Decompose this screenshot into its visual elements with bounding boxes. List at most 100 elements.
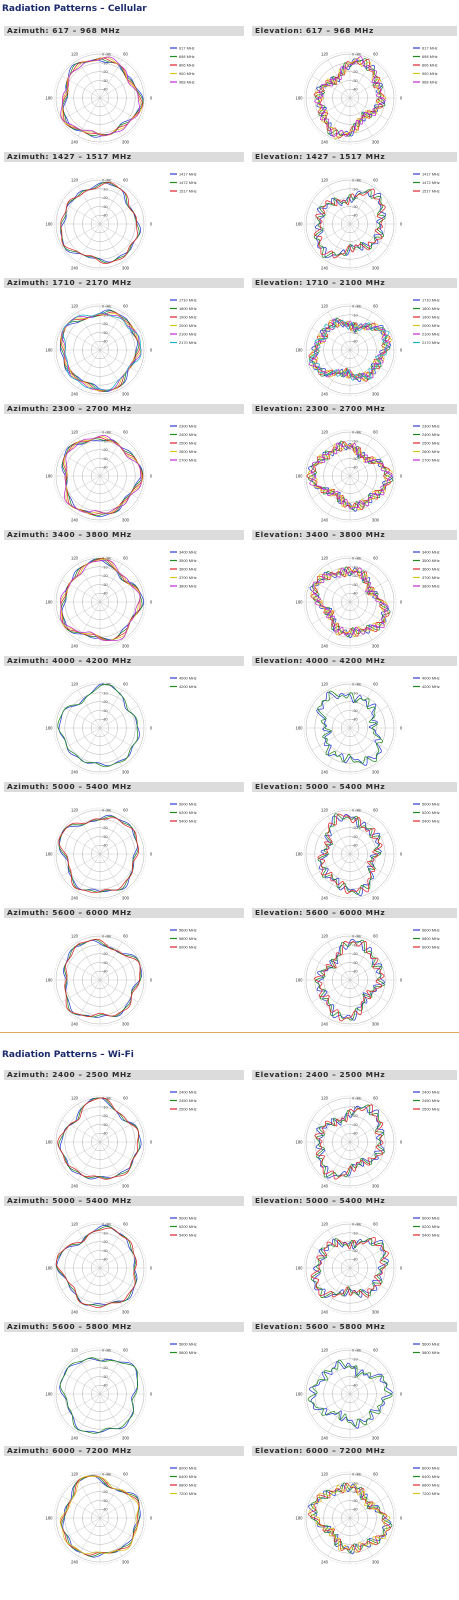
grid-spoke — [349, 1393, 389, 1417]
series-group — [63, 938, 143, 1018]
ring-tick-label: 0 dBi — [352, 556, 361, 561]
grid-spoke — [327, 1355, 351, 1395]
grid-spoke — [77, 815, 101, 855]
grid-spoke — [349, 453, 389, 477]
series-group — [57, 1097, 142, 1180]
ring-tick-label: -20 — [102, 825, 109, 830]
angle-tick-label: 180 — [296, 1140, 304, 1145]
chart-title: Azimuth: 3400 – 3800 MHz — [4, 530, 244, 540]
grid-spoke — [99, 957, 139, 981]
legend-label: 2100 MHz — [422, 331, 440, 336]
grid-spoke — [311, 979, 351, 1003]
grid-spoke — [349, 957, 389, 981]
angle-tick-label: 0 — [150, 96, 153, 101]
chart-panel: Azimuth: 617 – 968 MHz 120 60 180 0 240 300 0 d… — [2, 26, 244, 152]
angle-tick-label: 120 — [321, 555, 329, 560]
outer-ring — [53, 51, 147, 145]
grid-spoke — [349, 1517, 373, 1557]
grid-spoke — [99, 727, 123, 767]
grid-spoke — [327, 1267, 351, 1307]
series-group — [58, 814, 139, 894]
grid-spoke — [311, 75, 351, 99]
grid-spoke — [77, 1517, 101, 1557]
ring-tick-label: -20 — [352, 1113, 359, 1118]
angle-tick-label: 120 — [321, 807, 329, 812]
grid-spoke — [327, 979, 351, 1019]
angle-tick-label: 300 — [122, 518, 130, 523]
ring-tick-label: -10 — [352, 312, 359, 317]
grid-spoke — [61, 201, 101, 225]
ring-tick-label: -20 — [352, 69, 359, 74]
outer-ring — [303, 177, 397, 271]
ring-tick-label: 0 dBi — [102, 304, 111, 309]
outer-ring — [53, 555, 147, 649]
angle-tick-label: 120 — [321, 1221, 329, 1226]
angle-tick-label: 300 — [372, 518, 380, 523]
series-line-2500-mhz — [314, 1104, 384, 1180]
angle-tick-label: 300 — [372, 1022, 380, 1027]
angle-tick-label: 240 — [321, 140, 329, 145]
grid-spoke — [61, 1141, 101, 1165]
ring-tick-label: -20 — [352, 195, 359, 200]
angle-tick-label: 60 — [373, 1347, 378, 1352]
chart-panel: Elevation: 4000 – 4200 MHz 120 60 180 0 240 30… — [250, 656, 459, 782]
series-line-5400-mhz — [58, 817, 139, 894]
outer-ring — [303, 807, 397, 901]
grid-spoke — [349, 853, 389, 877]
angle-tick-label: 240 — [71, 266, 79, 271]
ring-tick-label: -20 — [102, 447, 109, 452]
angle-tick-label: 180 — [296, 978, 304, 983]
grid-spoke — [311, 223, 351, 247]
series-line-6800-mhz — [308, 1482, 391, 1553]
angle-tick-label: 240 — [71, 770, 79, 775]
angle-tick-label: 300 — [122, 1560, 130, 1565]
legend-label: 2450 MHz — [422, 1098, 440, 1103]
angle-tick-label: 180 — [46, 1266, 54, 1271]
angle-tick-label: 0 — [150, 1516, 153, 1521]
outer-ring — [53, 1095, 147, 1189]
legend-label: 2600 MHz — [179, 449, 197, 454]
grid-spoke — [61, 1517, 101, 1541]
ring-tick-label: 0 dBi — [352, 52, 361, 57]
outer-ring — [303, 1221, 397, 1315]
chart-panel: Elevation: 617 – 968 MHz 120 60 180 0 240 300 0… — [250, 26, 459, 152]
grid-spoke — [311, 957, 351, 981]
chart-title: Elevation: 1710 – 2100 MHz — [252, 278, 457, 288]
legend-label: 5400 MHz — [179, 818, 197, 823]
outer-ring — [303, 1095, 397, 1189]
chart-panel: Azimuth: 1710 – 2170 MHz 120 60 180 0 240 300 0… — [2, 278, 244, 404]
series-group — [313, 938, 385, 1022]
grid-spoke — [61, 1371, 101, 1395]
ring-tick-label: -30 — [352, 960, 359, 965]
grid-spoke — [61, 223, 101, 247]
angle-tick-label: 240 — [321, 1310, 329, 1315]
series-line-1800-mhz — [59, 310, 140, 392]
angle-tick-label: 0 — [400, 852, 403, 857]
ring-tick-label: -20 — [352, 699, 359, 704]
series-line-5800-mhz — [307, 1359, 393, 1427]
angle-tick-label: 60 — [373, 429, 378, 434]
legend-label: 806 MHz — [422, 62, 438, 67]
series-group — [306, 440, 394, 512]
legend-label: 1800 MHz — [422, 306, 440, 311]
polar-chart: 120 60 180 0 240 300 0 dBi -10 -20 -30 -40 5600 MHz… — [296, 927, 440, 1027]
outer-ring — [303, 1347, 397, 1441]
series-line-5200-mhz — [317, 813, 382, 895]
angle-tick-label: 60 — [373, 1471, 378, 1476]
chart-title: Azimuth: 617 – 968 MHz — [4, 26, 244, 36]
ring-tick-label: -40 — [102, 1131, 109, 1136]
series-line-5400-mhz — [310, 1236, 389, 1298]
legend: 5000 MHz 5200 MHz 5400 MHz — [170, 801, 197, 823]
grid-spoke — [99, 1267, 139, 1291]
angle-tick-label: 120 — [321, 681, 329, 686]
outer-ring — [303, 933, 397, 1027]
angle-tick-label: 180 — [46, 474, 54, 479]
angle-tick-label: 180 — [296, 726, 304, 731]
legend-label: 3800 MHz — [422, 583, 440, 588]
angle-tick-label: 240 — [71, 1022, 79, 1027]
series-line-968-mhz — [314, 56, 386, 137]
angle-tick-label: 300 — [122, 392, 130, 397]
